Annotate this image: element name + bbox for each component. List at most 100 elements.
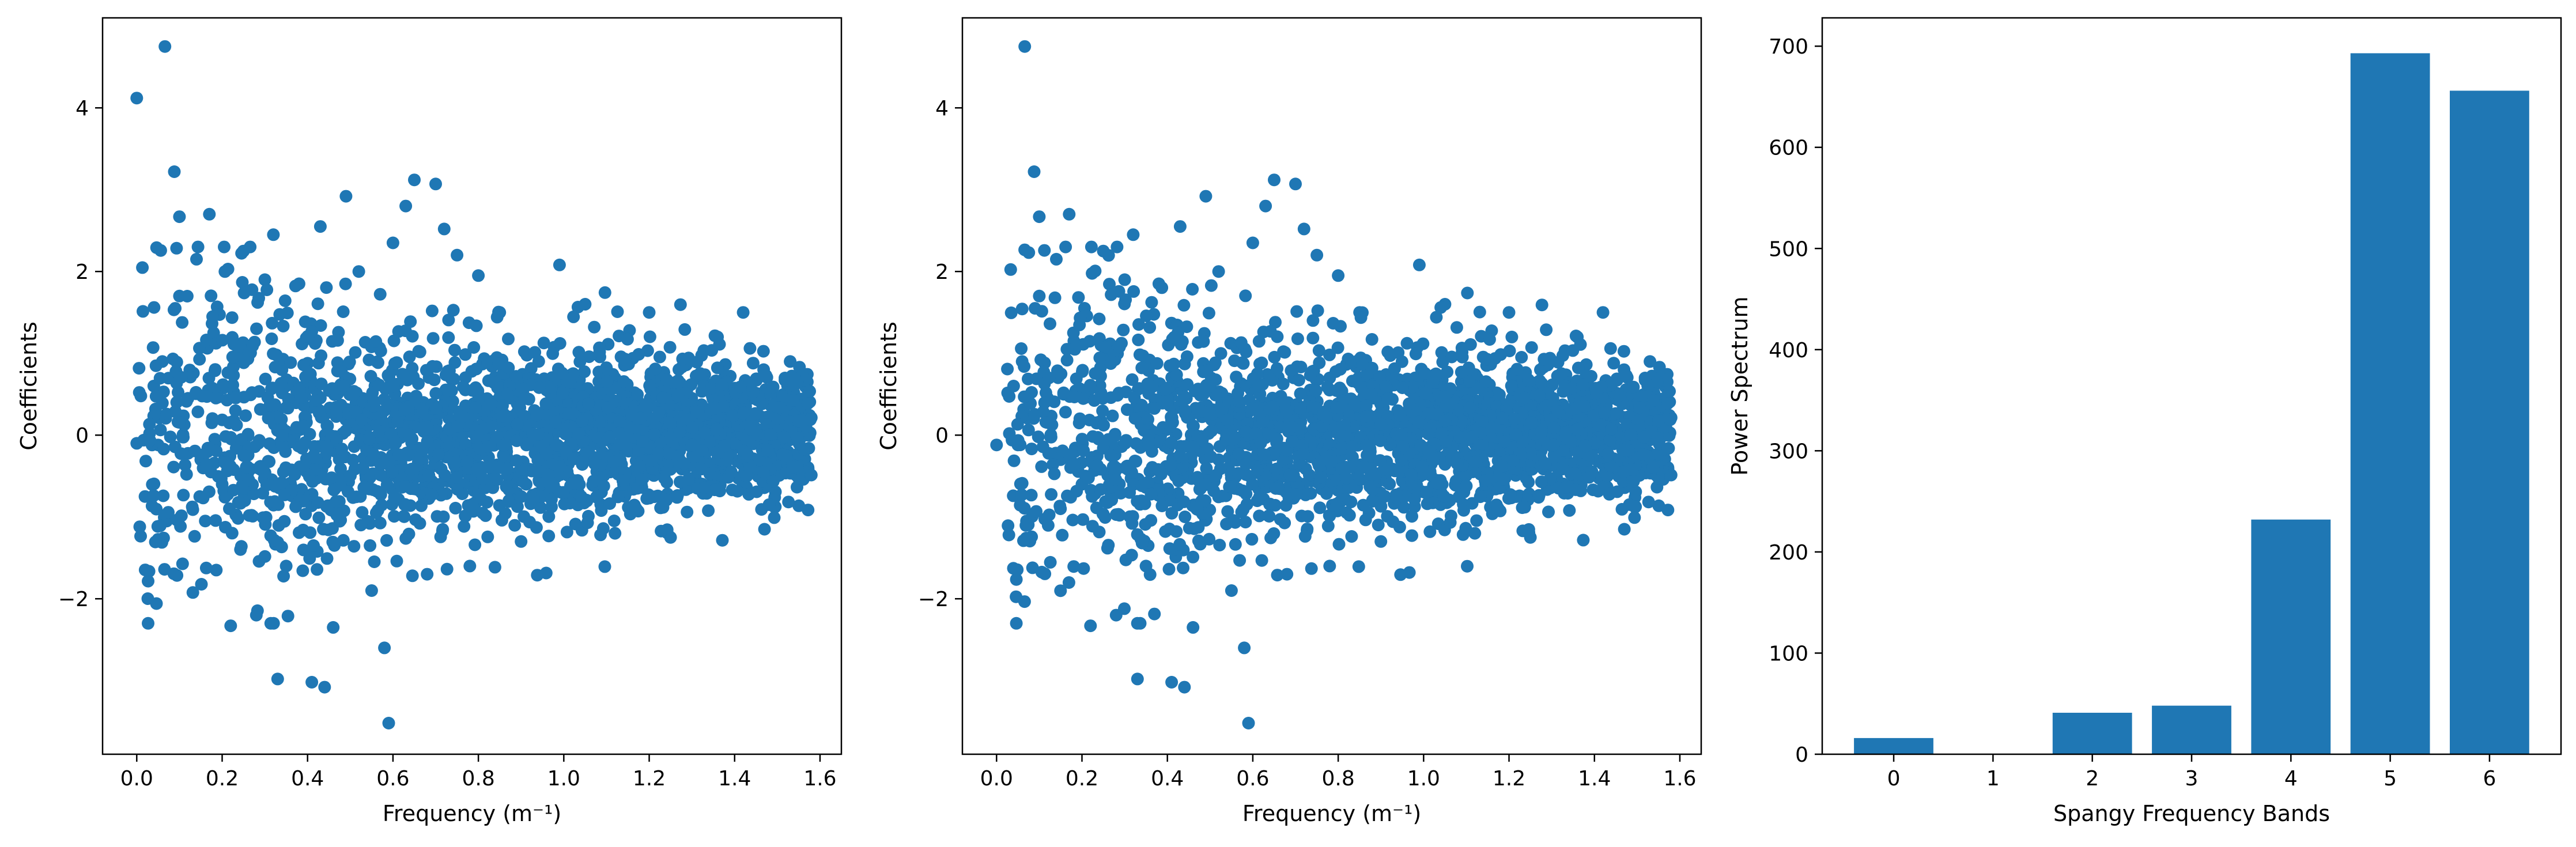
scatter-1-point: [252, 555, 266, 568]
scatter-1-point: [717, 439, 731, 452]
scatter-2-point: [1105, 288, 1118, 301]
scatter-2-point: [1199, 190, 1213, 203]
scatter-1-point: [364, 370, 377, 383]
scatter-2-point: [1240, 425, 1253, 438]
scatter-1-point: [490, 311, 504, 324]
scatter-1-point: [613, 437, 626, 451]
scatter-2-point: [1014, 498, 1027, 512]
scatter-2-point: [1191, 471, 1204, 484]
scatter-2-point: [1025, 443, 1038, 456]
scatter-2-point: [1125, 373, 1139, 386]
scatter-2-point: [1082, 471, 1095, 485]
scatter-2-point: [1506, 454, 1520, 467]
scatter-2-point: [1396, 381, 1409, 394]
scatter-2-point: [1340, 472, 1353, 485]
scatter-1-point: [180, 468, 193, 481]
scatter-2-point: [1186, 283, 1199, 296]
scatter-2-point: [1180, 350, 1193, 363]
scatter-2-point: [1197, 335, 1210, 348]
scatter-1-point: [416, 404, 429, 417]
scatter-2-point: [1145, 514, 1158, 527]
scatter-1-point: [337, 379, 350, 392]
scatter-2-point: [1522, 475, 1535, 489]
scatter-1-point: [531, 453, 545, 467]
scatter-1-point: [355, 413, 368, 426]
scatter-1-point: [177, 489, 190, 502]
scatter-1-point: [149, 390, 163, 403]
scatter-2-point: [1257, 448, 1271, 462]
scatter-1-point: [660, 373, 673, 386]
scatter-2-point: [1252, 335, 1266, 348]
scatter-1-point: [439, 368, 452, 381]
scatter-1-point: [206, 412, 219, 425]
scatter-2-point: [1442, 445, 1455, 458]
scatter-1-point: [339, 190, 353, 203]
scatter-2-point: [1644, 355, 1657, 368]
scatter-1-point: [580, 445, 592, 458]
scatter-2-point: [1084, 619, 1097, 633]
scatter-2-xtick-label: 0.6: [1236, 767, 1269, 791]
scatter-2-point: [1179, 511, 1192, 523]
scatter-2-point: [1028, 408, 1041, 421]
scatter-1-point: [442, 331, 455, 344]
scatter-2-point: [1408, 493, 1421, 506]
scatter-2-point: [1251, 464, 1264, 477]
scatter-1-point: [269, 361, 282, 374]
scatter-2-point: [1214, 347, 1227, 360]
scatter-2-point: [1332, 269, 1345, 282]
scatter-2-xtick-label: 1.2: [1493, 767, 1525, 791]
scatter-1-point: [777, 430, 791, 444]
scatter-2-point: [1221, 413, 1234, 426]
scatter-2-point: [1498, 435, 1511, 448]
scatter-2-point: [1588, 437, 1601, 450]
scatter-1-point: [304, 526, 317, 539]
scatter-1-point: [698, 426, 711, 440]
scatter-1-point: [273, 308, 286, 321]
scatter-1-point: [588, 457, 601, 470]
scatter-2-point: [1083, 379, 1097, 392]
scatter-2-point: [1604, 460, 1617, 472]
scatter-2-point: [1011, 434, 1025, 447]
scatter-2-point: [1085, 240, 1098, 254]
scatter-2-point: [1559, 426, 1572, 440]
scatter-1-point: [500, 480, 513, 493]
scatter-2-point: [1164, 459, 1177, 472]
scatter-1-point: [649, 362, 662, 376]
scatter-1-point: [576, 414, 589, 428]
scatter-1-point: [145, 500, 158, 513]
scatter-2-point: [1617, 345, 1630, 358]
scatter-2-point: [1196, 404, 1209, 418]
scatter-1-point: [133, 362, 146, 375]
scatter-2-point: [1461, 286, 1474, 300]
scatter-1-point: [674, 298, 687, 311]
scatter-1-point: [210, 564, 223, 577]
scatter-2-point: [1557, 444, 1570, 457]
scatter-1-point: [598, 286, 611, 299]
scatter-2-point: [1290, 305, 1304, 318]
scatter-2-point: [1131, 617, 1144, 630]
scatter-1-point: [334, 462, 347, 475]
scatter-2-point: [1145, 487, 1158, 501]
scatter-1-point: [392, 448, 406, 462]
scatter-2-point: [1028, 165, 1041, 178]
scatter-1-point: [299, 436, 312, 449]
scatter-1-point: [470, 319, 483, 332]
scatter-2-point: [1301, 510, 1315, 523]
scatter-1-point: [154, 423, 167, 437]
scatter-2-point: [1253, 357, 1266, 370]
scatter-2-point: [1022, 518, 1035, 531]
scatter-2-point: [1234, 336, 1248, 349]
scatter-1-point: [463, 559, 477, 573]
scatter-2-point: [1309, 384, 1323, 398]
scatter-2-point: [1228, 354, 1241, 368]
scatter-2-point: [1035, 305, 1048, 318]
scatter-1-point: [226, 350, 239, 364]
scatter-1-point: [281, 610, 294, 623]
scatter-2-point: [1374, 418, 1388, 431]
scatter-1-point: [403, 350, 416, 364]
scatter-2-point: [1381, 392, 1395, 406]
scatter-1-point: [309, 394, 322, 407]
scatter-1-point: [685, 438, 698, 452]
scatter-1-point: [254, 461, 267, 474]
